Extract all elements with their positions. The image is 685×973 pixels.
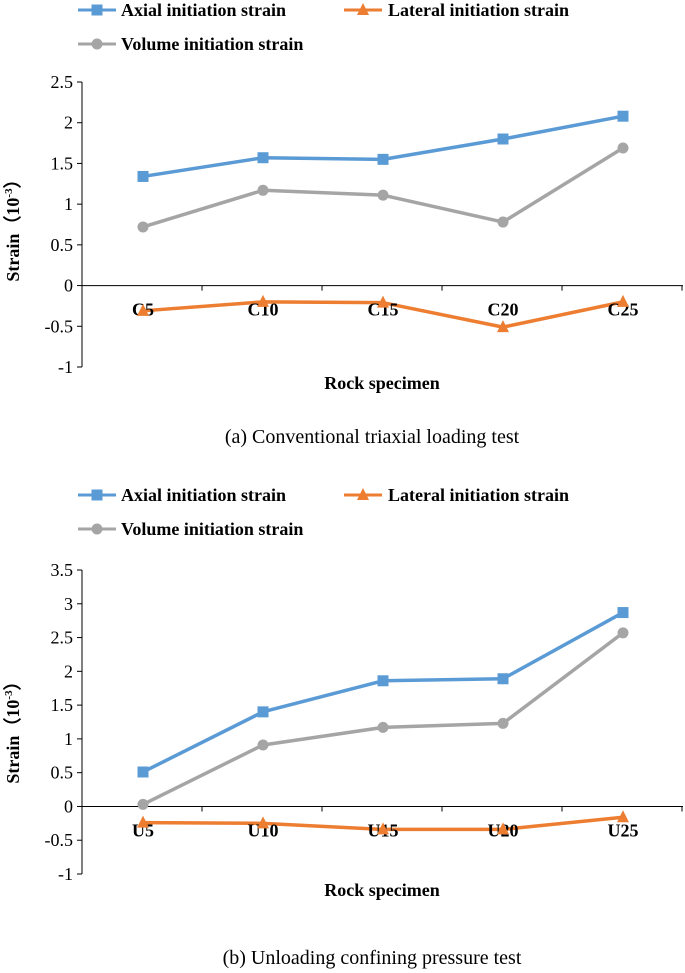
x-axis-label-a: Rock specimen xyxy=(324,373,440,393)
data-point-axial xyxy=(137,766,149,778)
y-axis-label-end: ） xyxy=(3,170,23,188)
x-tick-label: U5 xyxy=(132,820,154,840)
legend-volume-marker xyxy=(91,38,103,50)
data-point-axial xyxy=(497,673,509,685)
series-line-volume xyxy=(142,631,625,806)
data-point-lateral xyxy=(137,303,149,316)
data-point-axial xyxy=(617,110,629,122)
data-point-volume xyxy=(497,717,509,729)
data-point-volume xyxy=(497,216,509,228)
x-axis-label-b: Rock specimen xyxy=(324,880,440,900)
y-tick-label: 1 xyxy=(64,194,73,214)
y-tick-label: 1 xyxy=(64,729,73,749)
y-axis-label-sup: -3 xyxy=(3,188,15,198)
data-point-lateral xyxy=(617,810,629,823)
y-tick-label: 0 xyxy=(64,276,73,296)
data-point-volume xyxy=(617,142,629,154)
data-point-volume xyxy=(257,739,269,751)
plot-area-a: -1-0.500.511.522.5C5C10C15C20C25 xyxy=(45,72,683,377)
data-point-lateral xyxy=(257,294,269,307)
data-point-volume xyxy=(377,189,389,201)
y-axis-label-main: Strain（10 xyxy=(3,198,23,282)
chart-b: Axial initiation strain Lateral initiati… xyxy=(3,485,683,969)
data-point-lateral xyxy=(617,294,629,307)
y-tick-label: 1.5 xyxy=(51,695,74,715)
x-tick-label: U10 xyxy=(248,820,279,840)
legend-axial-marker xyxy=(91,4,103,16)
x-tick-label: C25 xyxy=(608,300,639,320)
caption-b: (b) Unloading confining pressure test xyxy=(223,947,522,969)
y-axis-label-sup: -3 xyxy=(3,690,15,700)
y-tick-label: 3 xyxy=(64,594,73,614)
data-point-lateral xyxy=(377,822,389,835)
series-line-axial xyxy=(142,611,624,774)
x-tick-label: C20 xyxy=(488,300,519,320)
legend-volume-label: Volume initiation strain xyxy=(121,519,303,539)
caption-a: (a) Conventional triaxial loading test xyxy=(225,426,520,448)
y-tick-label: -1 xyxy=(58,357,73,377)
y-tick-label: 1.5 xyxy=(51,153,74,173)
y-tick-label: 3.5 xyxy=(51,560,74,580)
data-point-axial xyxy=(617,607,629,619)
legend-lateral-label: Lateral initiation strain xyxy=(388,0,569,20)
data-point-axial xyxy=(137,170,149,182)
y-tick-label: -0.5 xyxy=(45,316,74,336)
legend-axial-marker xyxy=(91,489,103,501)
data-point-axial xyxy=(257,152,269,164)
data-point-lateral xyxy=(137,815,149,828)
data-point-lateral xyxy=(497,320,509,333)
legend-volume-label: Volume initiation strain xyxy=(121,34,303,54)
data-point-volume xyxy=(257,184,269,196)
data-point-volume xyxy=(377,721,389,733)
plot-area-b: -1-0.500.511.522.533.5U5U10U15U20U25 xyxy=(45,560,683,884)
y-tick-label: -1 xyxy=(58,864,73,884)
legend-volume-marker xyxy=(91,523,103,535)
data-point-lateral xyxy=(257,816,269,829)
data-point-axial xyxy=(257,706,269,718)
y-axis-label-end: ） xyxy=(3,672,23,690)
data-point-axial xyxy=(497,133,509,145)
legend-lateral-a: Lateral initiation strain xyxy=(344,0,569,20)
y-tick-label: 0.5 xyxy=(51,763,74,783)
y-tick-label: 2.5 xyxy=(51,628,74,648)
data-point-lateral xyxy=(377,295,389,308)
data-point-volume xyxy=(137,798,149,810)
legend-lateral-label: Lateral initiation strain xyxy=(388,485,569,505)
data-point-axial xyxy=(377,153,389,165)
series-line-axial xyxy=(142,114,624,179)
x-tick-label: C10 xyxy=(248,300,279,320)
legend-axial-label: Axial initiation strain xyxy=(121,0,286,20)
x-tick-label: C15 xyxy=(368,300,399,320)
y-tick-label: -0.5 xyxy=(45,830,74,850)
data-point-lateral xyxy=(497,822,509,835)
legend-volume-b: Volume initiation strain xyxy=(78,519,303,539)
legend-axial-b: Axial initiation strain xyxy=(78,485,286,505)
y-tick-label: 0 xyxy=(64,796,73,816)
x-tick-label: U25 xyxy=(608,820,639,840)
data-point-axial xyxy=(377,675,389,687)
y-tick-label: 0.5 xyxy=(51,235,74,255)
legend-volume-a: Volume initiation strain xyxy=(78,34,303,54)
y-tick-label: 2 xyxy=(64,113,73,133)
y-tick-label: 2 xyxy=(64,661,73,681)
data-point-volume xyxy=(617,627,629,639)
legend-axial-label: Axial initiation strain xyxy=(121,485,286,505)
chart-a: Axial initiation strain Lateral initiati… xyxy=(3,0,683,448)
y-axis-label-a: Strain（10-3） xyxy=(3,170,23,281)
y-tick-label: 2.5 xyxy=(51,72,74,92)
data-point-volume xyxy=(137,221,149,233)
legend-lateral-marker xyxy=(357,488,369,500)
y-axis-label-main: Strain（10 xyxy=(3,700,23,784)
legend-lateral-marker xyxy=(357,3,369,15)
legend-lateral-b: Lateral initiation strain xyxy=(344,485,569,505)
y-axis-label-b: Strain（10-3） xyxy=(3,672,23,783)
legend-a: Axial initiation strain Lateral initiati… xyxy=(78,0,569,54)
legend-b: Axial initiation strain Lateral initiati… xyxy=(78,485,569,539)
legend-axial-a: Axial initiation strain xyxy=(78,0,286,20)
